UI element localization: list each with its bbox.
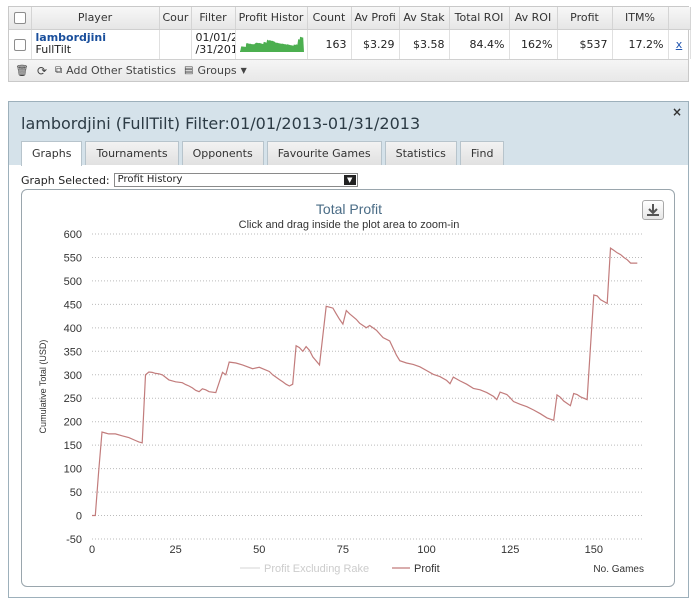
tab-opponents[interactable]: Opponents (181, 141, 264, 165)
col-header-player[interactable]: Player (31, 7, 160, 30)
x-tick-label: 50 (253, 544, 265, 556)
x-tick-label: 25 (170, 544, 182, 556)
dialog-header: lambordjini (FullTilt) Filter:01/01/2013… (9, 102, 688, 166)
stats-table: Player Cour Filter Profit Histor Count A… (9, 7, 691, 59)
y-tick-label: 450 (64, 299, 82, 311)
legend-label-profit: Profit (414, 563, 440, 575)
y-tick-label: 50 (70, 487, 82, 499)
close-icon[interactable]: × (671, 105, 682, 119)
sparkline-chart (239, 36, 304, 53)
x-tick-label: 0 (89, 544, 95, 556)
chart-title: Total Profit (316, 201, 382, 217)
groups-dropdown[interactable]: ▤ Groups ▼ (184, 64, 247, 77)
col-header-profit-history[interactable]: Profit Histor (235, 7, 308, 30)
x-tick-label: 150 (585, 544, 603, 556)
series-line-profit (92, 247, 638, 517)
profit-history-sparkline (235, 29, 308, 59)
col-header-av-profit[interactable]: Av Profi (351, 7, 400, 30)
col-header-av-stake[interactable]: Av Stak (399, 7, 450, 30)
y-axis-label: Cumulative Total (USD) (38, 340, 48, 434)
groups-icon: ▤ (183, 65, 194, 76)
y-tick-label: 500 (64, 276, 82, 288)
download-glyph (647, 204, 659, 216)
chevron-down-icon: ▼ (240, 66, 247, 75)
x-tick-label: 75 (337, 544, 349, 556)
dialog-tabs: Graphs Tournaments Opponents Favourite G… (21, 141, 505, 166)
filter-line1: 01/01/2 (195, 31, 235, 45)
add-stats-icon: ⧉ (55, 65, 63, 76)
country-cell (159, 29, 192, 59)
player-graph-dialog: lambordjini (FullTilt) Filter:01/01/2013… (8, 101, 689, 598)
x-axis-label: No. Games (593, 564, 644, 575)
y-tick-label: 350 (64, 346, 82, 358)
tab-graphs[interactable]: Graphs (21, 141, 83, 166)
tab-find[interactable]: Find (459, 141, 505, 165)
profit-chart[interactable]: Total Profit Click and drag inside the pl… (22, 190, 676, 588)
remove-row-link[interactable]: x (675, 37, 683, 51)
av-roi-cell: 162% (509, 29, 558, 59)
player-name-link[interactable]: lambordjini (35, 31, 107, 45)
row-checkbox[interactable] (9, 29, 32, 59)
stats-panel: Player Cour Filter Profit Histor Count A… (8, 6, 691, 82)
download-icon[interactable] (642, 200, 664, 220)
col-header-av-roi[interactable]: Av ROI (509, 7, 558, 30)
graph-select[interactable]: Profit History ▼ (113, 173, 358, 187)
tab-statistics[interactable]: Statistics (384, 141, 457, 165)
y-tick-label: 600 (64, 229, 82, 241)
filter-cell: 01/01/2 /31/201 (191, 29, 236, 59)
y-tick-label: 300 (64, 370, 82, 382)
av-profit-cell: $3.29 (351, 29, 400, 59)
chart-subtitle: Click and drag inside the plot area to z… (239, 219, 460, 231)
trash-icon[interactable]: 🗑 (15, 64, 29, 77)
graph-selector: Graph Selected: Profit History ▼ (21, 173, 358, 187)
y-tick-label: 200 (64, 417, 82, 429)
x-tick-label: 100 (417, 544, 435, 556)
graph-select-value: Profit History (117, 174, 183, 185)
y-tick-label: 150 (64, 440, 82, 452)
dialog-title: lambordjini (FullTilt) Filter:01/01/2013… (21, 114, 421, 133)
refresh-icon[interactable]: ⟳ (36, 63, 48, 78)
player-cell: lambordjini FullTilt (31, 29, 160, 59)
chevron-down-icon: ▼ (343, 175, 356, 185)
y-tick-label: 0 (76, 511, 82, 523)
y-tick-label: 100 (64, 464, 82, 476)
col-header-country[interactable]: Cour (159, 7, 192, 30)
itm-cell: 17.2% (612, 29, 669, 59)
y-tick-label: 250 (64, 393, 82, 405)
filter-line2: /31/201 (195, 43, 235, 57)
stats-footer: 🗑 ⟳ ⧉ Add Other Statistics ▤ Groups ▼ (9, 59, 688, 81)
col-header-filter[interactable]: Filter (191, 7, 236, 30)
col-header-total-roi[interactable]: Total ROI (449, 7, 510, 30)
y-tick-label: 550 (64, 252, 82, 264)
y-tick-label: -50 (66, 534, 82, 546)
tab-favourite-games[interactable]: Favourite Games (266, 141, 382, 165)
col-header-itm[interactable]: ITM% (612, 7, 669, 30)
profit-cell: $537 (557, 29, 613, 59)
av-stake-cell: $3.58 (399, 29, 450, 59)
add-stats-label: Add Other Statistics (66, 64, 176, 77)
chart-container[interactable]: Total Profit Click and drag inside the pl… (21, 189, 675, 587)
y-tick-label: 400 (64, 323, 82, 335)
col-header-profit[interactable]: Profit (557, 7, 613, 30)
legend-label-profit-excluding-rake: Profit Excluding Rake (264, 563, 369, 575)
select-all-checkbox[interactable] (9, 7, 32, 30)
count-cell: 163 (307, 29, 352, 59)
total-roi-cell: 84.4% (449, 29, 510, 59)
graph-selected-label: Graph Selected: (21, 173, 110, 187)
player-site: FullTilt (35, 43, 72, 57)
add-other-statistics-button[interactable]: ⧉ Add Other Statistics (55, 64, 176, 77)
groups-label: Groups (197, 64, 237, 77)
tab-tournaments[interactable]: Tournaments (85, 141, 179, 165)
table-row: lambordjini FullTilt 01/01/2 /31/201 163… (9, 29, 691, 59)
x-tick-label: 125 (501, 544, 519, 556)
col-header-count[interactable]: Count (307, 7, 352, 30)
